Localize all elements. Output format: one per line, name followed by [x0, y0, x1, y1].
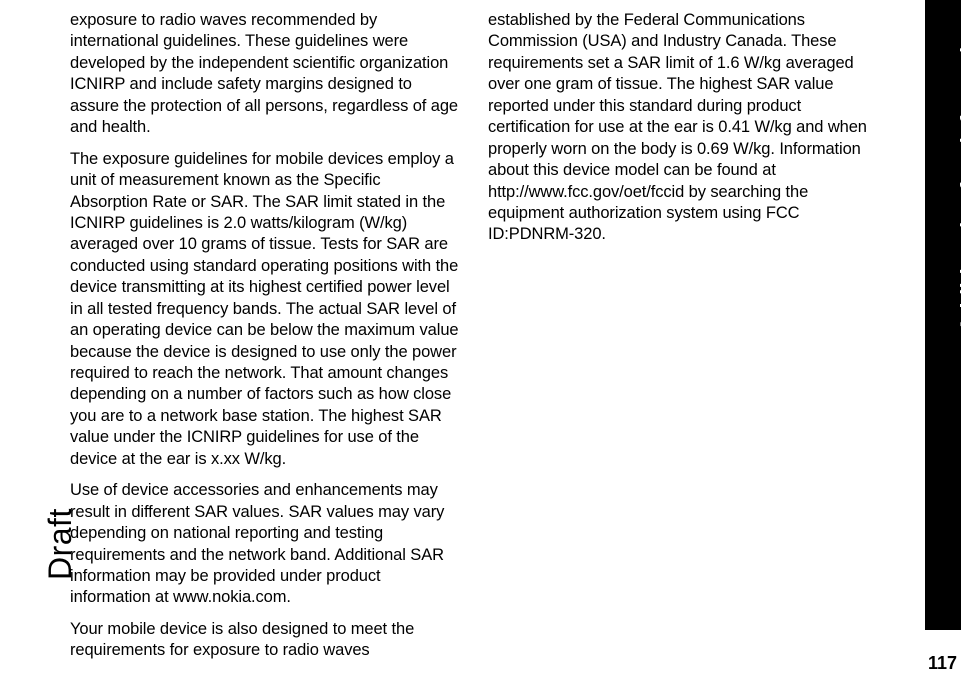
side-tab: Additional safety information: [925, 0, 961, 630]
paragraph: Use of device accessories and enhancemen…: [70, 480, 460, 609]
column-left: exposure to radio waves recommended by i…: [70, 10, 460, 650]
draft-watermark: Draft: [42, 508, 79, 580]
paragraph: Your mobile device is also designed to m…: [70, 619, 460, 662]
paragraph: exposure to radio waves recommended by i…: [70, 10, 460, 139]
column-right: established by the Federal Communication…: [488, 10, 878, 650]
paragraph: The exposure guidelines for mobile devic…: [70, 149, 460, 471]
paragraph: established by the Federal Communication…: [488, 10, 878, 246]
text-columns: exposure to radio waves recommended by i…: [70, 10, 921, 650]
side-tab-label: Additional safety information: [956, 19, 961, 332]
document-page: exposure to radio waves recommended by i…: [0, 0, 961, 688]
page-number: 117: [928, 653, 957, 674]
